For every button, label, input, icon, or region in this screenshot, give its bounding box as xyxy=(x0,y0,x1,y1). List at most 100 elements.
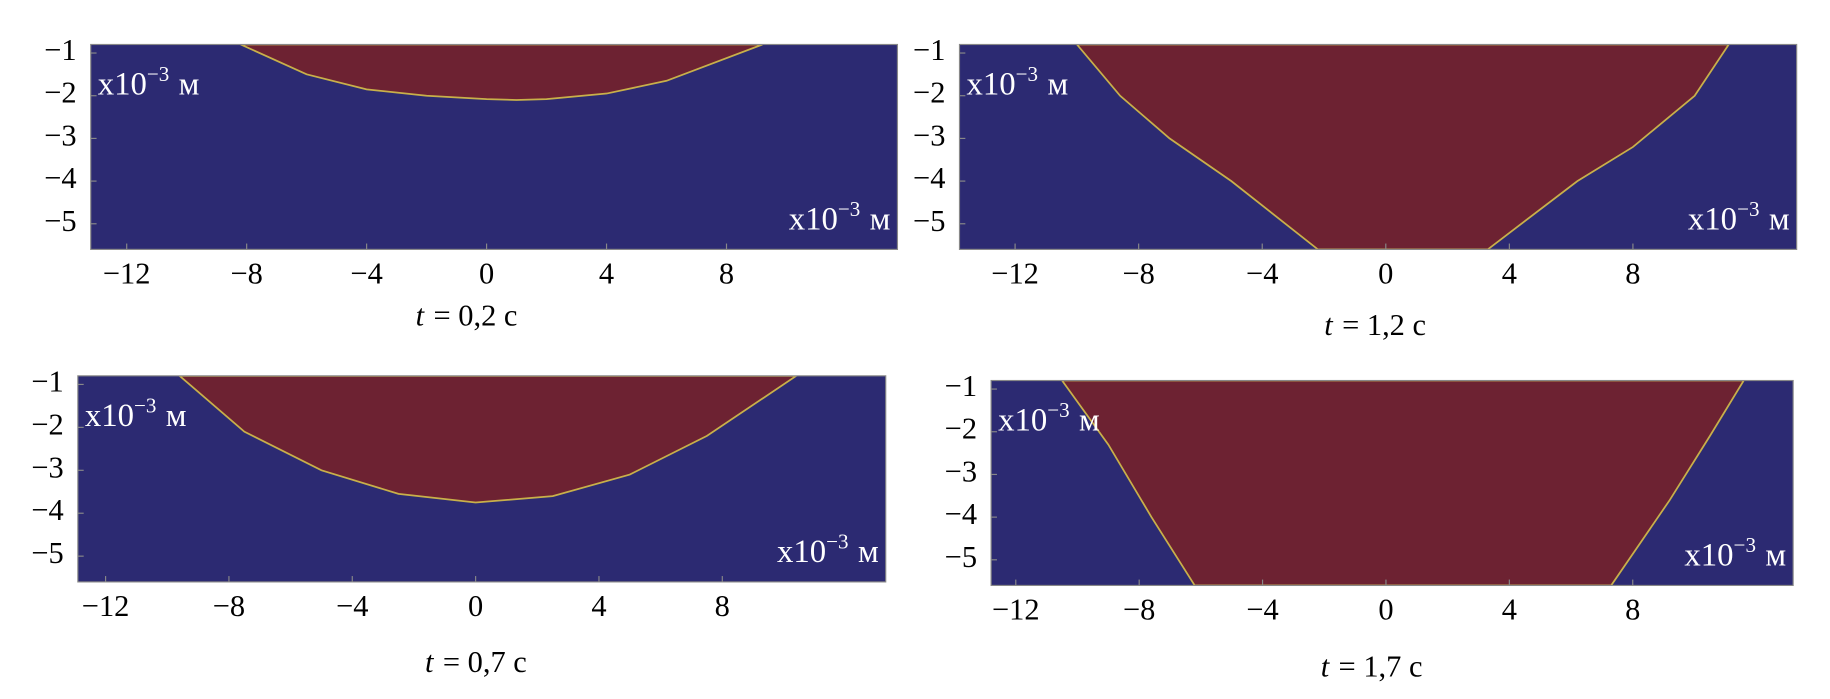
x-tick-label: −12 xyxy=(82,589,130,623)
plot-frame xyxy=(958,43,1798,250)
x-tick-label: 0 xyxy=(468,589,483,623)
unit-exponent: −3 xyxy=(1016,62,1038,86)
y-tick-label: −5 xyxy=(44,204,76,238)
x-tick-label: −8 xyxy=(213,589,245,623)
x-tick-label: 4 xyxy=(1502,256,1517,290)
unit-base: x10 xyxy=(789,201,838,237)
x-tick-label: 0 xyxy=(1378,592,1393,626)
panel-title: t = 0,2 с xyxy=(416,298,518,332)
panel-title: t = 1,7 с xyxy=(1321,650,1423,684)
x-tick-label: −12 xyxy=(991,256,1039,290)
unit-label: x10−3 м xyxy=(789,197,891,237)
phase-region xyxy=(178,375,798,504)
x-tick-label: −4 xyxy=(1246,256,1278,290)
y-tick-label: −3 xyxy=(913,118,945,152)
unit-base: x10 xyxy=(85,398,134,434)
unit-name: м xyxy=(1769,201,1790,237)
x-tick-label: −12 xyxy=(103,256,151,290)
unit-exponent: −3 xyxy=(826,529,848,553)
x-tick-label: −4 xyxy=(1246,592,1278,626)
unit-label: x10−3 м xyxy=(998,398,1100,438)
unit-label: x10−3 м xyxy=(98,62,200,102)
x-tick-label: 8 xyxy=(715,589,730,623)
y-tick-label: −2 xyxy=(44,76,76,110)
y-tick-label: −1 xyxy=(44,33,76,67)
title-variable: t xyxy=(416,298,426,332)
plot-frame xyxy=(990,379,1794,587)
title-text: = 0,2 с xyxy=(434,298,518,332)
plot-frame xyxy=(77,375,887,583)
x-tick-label: 4 xyxy=(1502,592,1517,626)
y-tick-label: −2 xyxy=(913,76,945,110)
plot-frame xyxy=(90,43,899,250)
unit-exponent: −3 xyxy=(147,62,169,86)
x-tick-label: 4 xyxy=(599,256,614,290)
phase-region xyxy=(1060,380,1745,586)
unit-base: x10 xyxy=(1684,537,1733,573)
y-tick-label: −3 xyxy=(44,118,76,152)
panel-title: t = 1,2 с xyxy=(1324,308,1426,342)
y-tick-label: −1 xyxy=(945,369,977,403)
y-tick-label: −5 xyxy=(945,540,977,574)
y-tick-label: −4 xyxy=(44,161,76,195)
unit-name: м xyxy=(179,66,200,102)
title-text: = 1,7 с xyxy=(1339,650,1423,684)
x-tick-label: 8 xyxy=(719,256,734,290)
x-tick-label: −4 xyxy=(350,256,382,290)
unit-name: м xyxy=(870,201,891,237)
unit-name: м xyxy=(1765,537,1786,573)
x-tick-label: 0 xyxy=(479,256,494,290)
phase-region xyxy=(1075,44,1730,250)
y-tick-label: −1 xyxy=(913,33,945,67)
unit-base: x10 xyxy=(998,402,1047,438)
y-tick-label: −3 xyxy=(31,450,63,484)
unit-exponent: −3 xyxy=(1047,398,1069,422)
x-tick-label: 8 xyxy=(1625,256,1640,290)
x-tick-label: −8 xyxy=(230,256,262,290)
unit-label: x10−3 м xyxy=(1684,533,1786,573)
y-tick-label: −1 xyxy=(31,364,63,398)
x-tick-label: 4 xyxy=(591,589,606,623)
x-tick-label: −8 xyxy=(1122,256,1154,290)
x-tick-label: −8 xyxy=(1123,592,1155,626)
title-variable: t xyxy=(1324,308,1334,342)
unit-name: м xyxy=(858,533,879,569)
x-tick-label: 0 xyxy=(1378,256,1393,290)
title-variable: t xyxy=(1321,650,1331,684)
unit-label: x10−3 м xyxy=(967,62,1069,102)
title-text: = 0,7 с xyxy=(443,645,527,679)
phase-region xyxy=(240,44,763,101)
unit-exponent: −3 xyxy=(1734,533,1756,557)
unit-exponent: −3 xyxy=(134,393,156,417)
unit-exponent: −3 xyxy=(1737,197,1759,221)
panel-title: t = 0,7 с xyxy=(425,645,527,679)
unit-exponent: −3 xyxy=(838,197,860,221)
y-tick-label: −3 xyxy=(945,454,977,488)
y-tick-label: −2 xyxy=(945,412,977,446)
y-tick-label: −4 xyxy=(31,493,63,527)
unit-name: м xyxy=(166,398,187,434)
unit-label: x10−3 м xyxy=(777,529,879,569)
unit-name: м xyxy=(1047,66,1068,102)
unit-base: x10 xyxy=(777,533,826,569)
y-tick-label: −4 xyxy=(945,497,977,531)
y-tick-label: −4 xyxy=(913,161,945,195)
unit-base: x10 xyxy=(967,66,1016,102)
unit-label: x10−3 м xyxy=(85,393,187,433)
title-variable: t xyxy=(425,645,435,679)
y-tick-label: −5 xyxy=(31,536,63,570)
unit-base: x10 xyxy=(98,66,147,102)
x-tick-label: 8 xyxy=(1625,592,1640,626)
x-tick-label: −4 xyxy=(336,589,368,623)
x-tick-label: −12 xyxy=(992,592,1040,626)
unit-name: м xyxy=(1079,402,1100,438)
y-tick-label: −5 xyxy=(913,204,945,238)
unit-label: x10−3 м xyxy=(1688,197,1790,237)
unit-base: x10 xyxy=(1688,201,1737,237)
